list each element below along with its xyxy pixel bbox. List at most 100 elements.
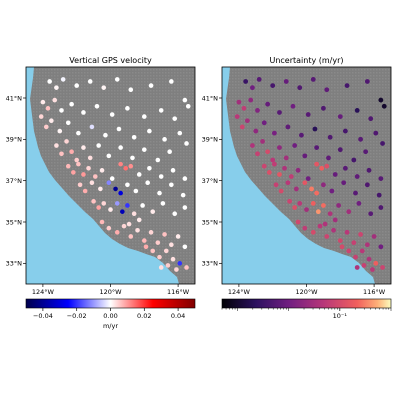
data-point	[74, 83, 79, 88]
data-point	[128, 163, 134, 169]
data-point	[366, 167, 372, 173]
x-tick-label: 116°W	[167, 288, 190, 296]
panel-title-uncertainty: Uncertainty (m/yr)	[269, 56, 343, 65]
points-uncertainty	[234, 77, 387, 272]
data-point	[370, 267, 375, 272]
data-point	[297, 201, 303, 206]
colorbar-tick-label: 10⁻¹	[333, 312, 348, 320]
data-point	[98, 186, 103, 192]
data-point	[373, 260, 379, 266]
data-point	[175, 234, 181, 239]
data-point	[297, 85, 303, 91]
data-point	[270, 83, 276, 88]
data-point	[158, 108, 164, 113]
land-mass	[30, 67, 195, 284]
data-point	[59, 108, 64, 113]
colorbar-uncertainty	[221, 298, 392, 309]
data-point	[265, 149, 271, 155]
x-tick-label: 124°W	[32, 288, 55, 296]
data-point	[135, 227, 140, 233]
data-point	[364, 242, 370, 248]
data-point	[136, 172, 142, 177]
data-point	[310, 229, 316, 235]
data-point	[319, 165, 325, 171]
data-point	[309, 186, 314, 192]
data-point	[239, 124, 245, 130]
data-point	[101, 85, 107, 90]
panel-title-velocity: Vertical GPS velocity	[69, 56, 152, 65]
data-point	[324, 163, 330, 169]
panel-uncertainty: Uncertainty (m/yr) 124°W 120°W 116°W 41°N 3…	[202, 56, 392, 320]
data-point	[364, 182, 370, 188]
data-point	[270, 157, 276, 163]
data-point	[253, 128, 259, 134]
data-point	[65, 163, 71, 169]
data-point	[118, 161, 123, 167]
data-point	[142, 114, 147, 119]
data-point	[354, 108, 360, 113]
data-point	[92, 174, 98, 179]
data-point	[185, 103, 191, 109]
data-point	[71, 170, 76, 175]
data-point	[114, 230, 120, 235]
data-point	[182, 97, 188, 103]
data-point	[74, 157, 79, 163]
data-point	[371, 234, 377, 239]
data-point	[287, 198, 292, 204]
data-point	[76, 130, 81, 136]
data-point	[256, 77, 262, 82]
data-point	[378, 205, 384, 210]
data-point	[292, 205, 298, 210]
y-tick-label: 39°N	[6, 136, 23, 144]
data-point	[99, 168, 105, 173]
data-point	[160, 201, 166, 206]
data-point	[295, 219, 301, 225]
data-point	[273, 182, 279, 188]
data-point	[361, 263, 367, 268]
data-point	[167, 149, 172, 155]
data-point	[373, 130, 379, 136]
data-point	[182, 176, 188, 181]
data-point	[378, 97, 384, 103]
data-point	[54, 143, 59, 148]
data-point	[302, 153, 308, 159]
data-point	[65, 120, 71, 126]
data-point	[342, 165, 348, 171]
data-point	[109, 112, 115, 117]
data-point	[299, 132, 304, 138]
data-point	[234, 114, 240, 119]
data-point	[108, 207, 113, 212]
data-point	[353, 254, 358, 260]
data-point	[125, 106, 130, 111]
data-point	[312, 126, 318, 132]
data-point	[99, 219, 105, 225]
data-point	[180, 192, 186, 198]
data-point	[143, 244, 149, 250]
data-point	[106, 153, 112, 159]
data-point	[368, 211, 374, 217]
data-point	[327, 211, 333, 217]
y-tick-label: 41°N	[6, 94, 23, 102]
data-point	[169, 242, 174, 248]
data-point	[165, 263, 171, 268]
data-point	[261, 120, 267, 126]
data-point	[64, 139, 69, 144]
data-point	[91, 199, 96, 204]
data-point	[336, 203, 342, 208]
data-point	[368, 116, 374, 122]
data-point	[356, 201, 362, 206]
x-ticks-velocity: 124°W 120°W 116°W	[32, 284, 190, 296]
data-point	[346, 209, 352, 215]
y-tick-label: 41°N	[202, 94, 219, 102]
data-point	[321, 182, 326, 188]
data-point	[271, 130, 277, 136]
data-point	[250, 143, 255, 148]
y-tick-label: 35°N	[6, 218, 23, 226]
data-point	[363, 149, 369, 155]
data-point	[332, 217, 338, 223]
data-point	[109, 176, 115, 181]
data-point	[321, 105, 326, 111]
data-point	[172, 116, 178, 121]
data-point	[184, 141, 189, 146]
data-point	[380, 265, 385, 270]
